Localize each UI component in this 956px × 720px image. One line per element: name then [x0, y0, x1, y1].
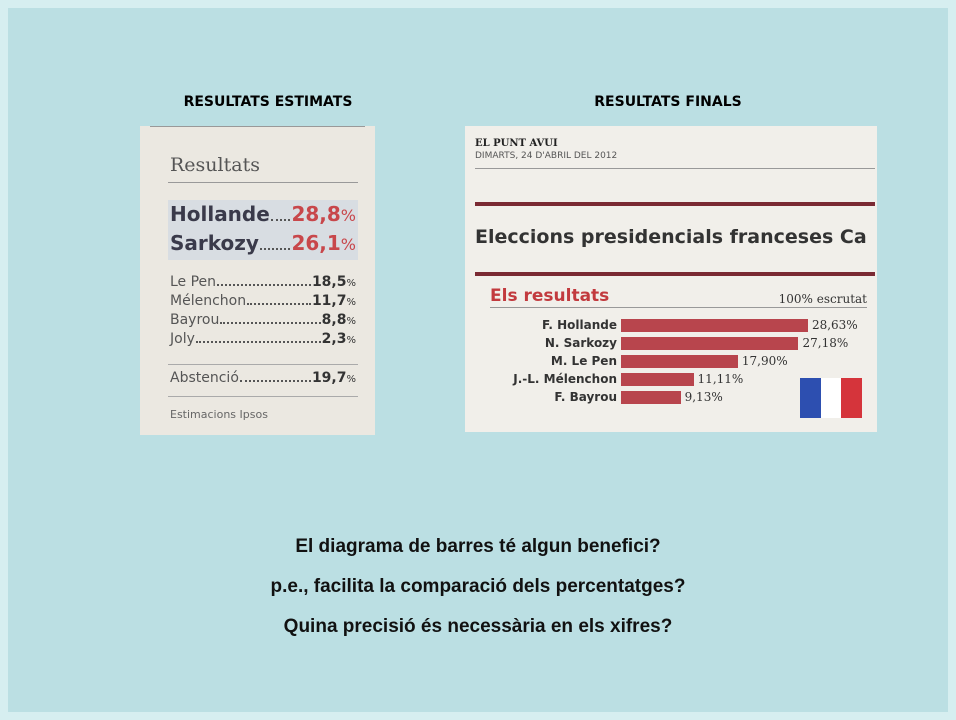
- estimates-clipping: Resultats Hollande 28,8% Sarkozy 26,1% Le P…: [140, 126, 375, 435]
- leader: [220, 322, 321, 324]
- candidate: Abstenció: [170, 370, 239, 386]
- candidate: F. Hollande: [541, 318, 617, 332]
- question: p.e., facilita la comparació dels percen…: [270, 576, 686, 597]
- section: Els resultats: [490, 286, 610, 306]
- result-row: Le Pen 18,5%: [170, 274, 356, 293]
- date: DIMARTS, 24 D'ABRIL DEL 2012: [475, 151, 618, 161]
- source: Estimacions Ipsos: [170, 408, 268, 421]
- unit: %: [346, 297, 356, 308]
- unit: %: [346, 374, 356, 385]
- result-row: Abstenció 19,7%: [170, 370, 356, 389]
- candidate: Joly: [170, 331, 195, 347]
- result-row: Joly 2,3%: [170, 331, 356, 350]
- final-clipping: EL PUNT AVUI DIMARTS, 24 D'ABRIL DEL 201…: [465, 126, 877, 432]
- candidate: Le Pen: [170, 274, 217, 290]
- value-label: 28,63%: [811, 318, 858, 332]
- bar: [621, 391, 681, 404]
- candidate: Sarkozy: [170, 231, 259, 255]
- bar: [621, 373, 694, 386]
- main-row: Hollande 28,8%: [170, 202, 356, 230]
- leader: [247, 303, 311, 305]
- unit: %: [346, 278, 356, 289]
- result-row: Hollande 28,8%: [170, 202, 356, 230]
- unit: %: [346, 335, 356, 346]
- unit: %: [346, 316, 356, 327]
- percent: 26,1: [291, 231, 341, 255]
- bar: [621, 337, 799, 350]
- clip-title: Resultats: [170, 154, 260, 176]
- value-label: 27,18%: [802, 336, 849, 350]
- candidate: Bayrou: [170, 312, 220, 328]
- heading: RESULTATS FINALS: [594, 94, 742, 110]
- result-row: Sarkozy 26,1%: [170, 231, 356, 259]
- bar: [621, 355, 738, 368]
- candidate: J.-L. Mélenchon: [513, 372, 617, 386]
- question: El diagrama de barres té algun benefici?: [295, 536, 661, 557]
- percent: 11,7: [311, 293, 347, 309]
- unit: %: [340, 235, 356, 254]
- percent: 18,5: [311, 274, 347, 290]
- candidate: F. Bayrou: [554, 390, 617, 404]
- value-label: 9,13%: [684, 390, 723, 404]
- value-label: 17,90%: [741, 354, 788, 368]
- heading: RESULTATS ESTIMATS: [183, 94, 353, 110]
- percent: 8,8: [321, 312, 347, 328]
- percent: 19,7: [311, 370, 347, 386]
- candidate: N. Sarkozy: [544, 336, 617, 350]
- candidate: Mélenchon: [170, 293, 247, 309]
- flag: [800, 378, 863, 418]
- candidate: Hollande: [170, 202, 270, 226]
- candidate: M. Le Pen: [550, 354, 617, 368]
- result-row: Bayrou 8,8%: [170, 312, 356, 331]
- value-label: 11,11%: [697, 372, 744, 386]
- unit: %: [340, 206, 356, 225]
- leader: [270, 219, 291, 221]
- headline: Eleccions presidencials franceses Ca: [475, 226, 867, 248]
- leader: [195, 341, 321, 343]
- main-row: Sarkozy 26,1%: [170, 231, 356, 259]
- count: 100% escrutat: [778, 292, 867, 306]
- percent: 28,8: [291, 202, 341, 226]
- question: Quina precisió és necessària en els xifr…: [283, 616, 673, 637]
- percent: 2,3: [321, 331, 347, 347]
- leader: [259, 248, 291, 250]
- paper: EL PUNT AVUI: [475, 138, 558, 149]
- leader: [239, 380, 311, 382]
- bar: [621, 319, 808, 332]
- leader: [217, 284, 311, 286]
- result-row: Mélenchon 11,7%: [170, 293, 356, 312]
